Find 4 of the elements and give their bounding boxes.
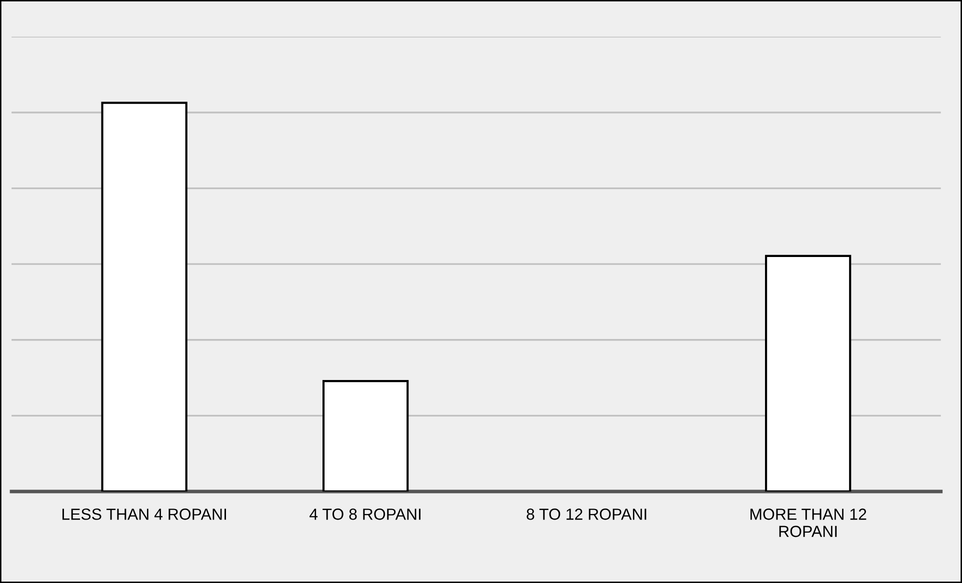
x-tick-label: 4 TO 8 ROPANI xyxy=(310,508,420,520)
x-tick-label: MORE THAN 12 ROPANI xyxy=(750,508,866,538)
x-tick-label: 8 TO 12 ROPANI xyxy=(526,508,646,520)
x-tick-label: LESS THAN 4 ROPANI xyxy=(62,508,226,520)
